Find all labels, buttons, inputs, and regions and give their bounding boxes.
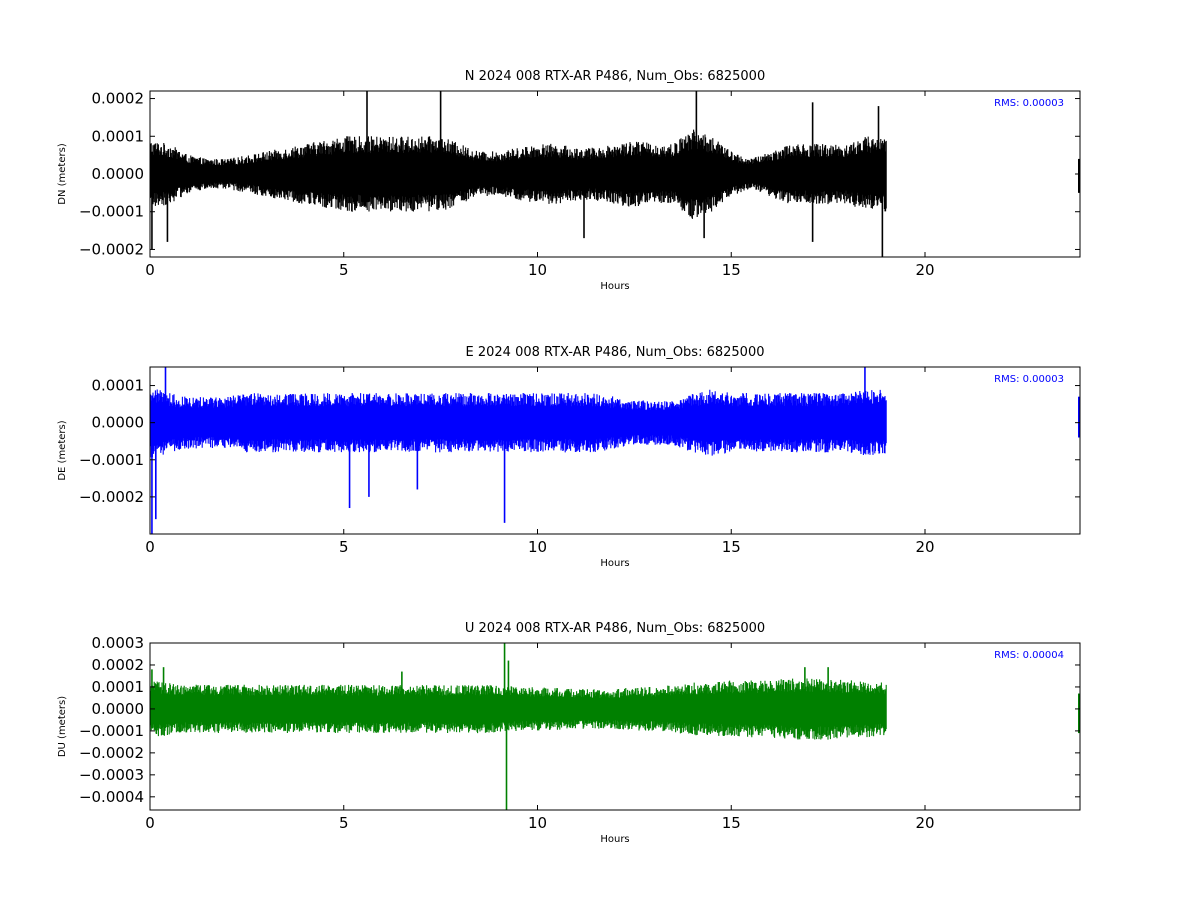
y-tick-label: 0.0000 [92,165,145,183]
panel-1: 0 5 10 15 20 0.0002 0.0001 0.0000 −0.0001 −0.0002… [57,69,1081,292]
y-tick-label: 0.0000 [92,700,145,718]
y-tick-label: 0.0001 [92,127,145,145]
chart-title: N 2024 008 RTX-AR P486, Num_Obs: 6825000 [465,69,765,84]
axes-frame [149,642,1081,811]
y-axis-label: DN (meters) [57,143,68,205]
x-tick-label: 5 [339,261,349,279]
x-axis-label: Hours [600,281,629,292]
x-tick-label: 0 [145,261,155,279]
panel-3: 0 5 10 15 20 0.0003 0.0002 0.0001 0.0000 −0.0001 −… [57,621,1081,845]
y-tick-label: 0.0001 [92,678,145,696]
chart-title: E 2024 008 RTX-AR P486, Num_Obs: 6825000 [466,345,765,360]
chart-title: U 2024 008 RTX-AR P486, Num_Obs: 6825000 [465,621,765,636]
x-axis-label: Hours [600,558,629,569]
axes-frame [149,366,1081,535]
y-tick-label: −0.0002 [79,488,144,506]
x-tick-label: 20 [915,814,934,832]
x-axis-label: Hours [600,834,629,845]
y-tick-label: −0.0004 [79,788,144,806]
rms-annotation: RMS: 0.00003 [994,374,1064,385]
y-tick-label: −0.0001 [79,451,144,469]
x-tick-label: 5 [339,538,349,556]
y-tick-label: 0.0002 [92,90,145,108]
panel-2: 0 5 10 15 20 0.0001 0.0000 −0.0001 −0.0002 E 2024… [57,345,1081,569]
x-tick-label: 15 [722,538,741,556]
x-tick-label: 20 [915,261,934,279]
y-tick-label: 0.0002 [92,656,145,674]
x-tick-label: 20 [915,538,934,556]
x-tick-label: 10 [528,814,547,832]
y-tick-label: −0.0001 [79,722,144,740]
y-tick-label: −0.0001 [79,203,144,221]
y-tick-label: 0.0003 [92,634,145,652]
y-tick-label: −0.0002 [79,240,144,258]
y-tick-label: −0.0002 [79,744,144,762]
x-tick-label: 0 [145,814,155,832]
x-tick-label: 5 [339,814,349,832]
x-tick-label: 15 [722,261,741,279]
x-tick-label: 0 [145,538,155,556]
y-axis-label: DE (meters) [57,420,68,480]
series-line [150,678,887,740]
y-axis-label: DU (meters) [57,696,68,757]
rms-annotation: RMS: 0.00003 [994,98,1064,109]
x-tick-label: 10 [528,261,547,279]
y-tick-label: 0.0000 [92,414,145,432]
x-tick-label: 10 [528,538,547,556]
series-line [150,389,887,458]
series-line [150,129,887,219]
y-tick-label: 0.0001 [92,377,145,395]
rms-annotation: RMS: 0.00004 [994,650,1064,661]
y-tick-label: −0.0003 [79,766,144,784]
x-tick-label: 15 [722,814,741,832]
